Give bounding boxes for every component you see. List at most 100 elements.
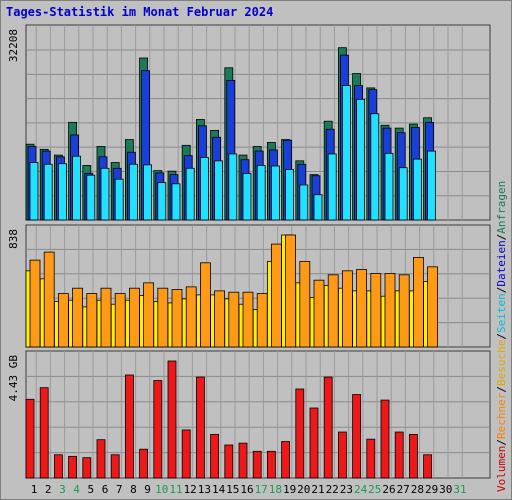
x-tick-12: 12 — [184, 483, 197, 496]
legend-anfragen: Anfragen — [495, 181, 508, 234]
bar-seiten-day-11 — [171, 183, 181, 221]
bar-seiten-day-8 — [128, 163, 138, 221]
bar-rechner-day-24 — [356, 269, 368, 348]
bar-seiten-day-6 — [100, 167, 110, 221]
legend-rechner: Rechner — [495, 392, 508, 439]
ymax-label: 32208 — [7, 29, 20, 62]
bar-seiten-day-24 — [356, 98, 366, 221]
x-tick-30: 30 — [439, 483, 452, 496]
x-tick-19: 19 — [283, 483, 296, 496]
bar-volumen-day-5 — [82, 457, 92, 479]
bar-seiten-day-27 — [398, 167, 408, 221]
bar-seiten-day-17 — [256, 165, 266, 221]
bar-seiten-day-25 — [370, 113, 380, 221]
bar-volumen-day-14 — [210, 434, 220, 479]
bar-rechner-day-8 — [128, 287, 140, 348]
bar-seiten-day-23 — [341, 85, 351, 221]
bar-seiten-day-18 — [270, 165, 280, 221]
x-tick-31: 31 — [453, 483, 466, 496]
bar-seiten-day-22 — [327, 153, 337, 221]
bar-seiten-day-20 — [299, 184, 309, 221]
bar-seiten-day-16 — [242, 173, 252, 221]
bar-volumen-day-9 — [139, 448, 149, 479]
bar-volumen-day-29 — [423, 454, 433, 479]
x-tick-23: 23 — [340, 483, 353, 496]
bar-rechner-day-10 — [157, 287, 169, 348]
chart-title: Tages-Statistik im Monat Februar 2024 — [6, 5, 274, 19]
x-tick-11: 11 — [169, 483, 182, 496]
bar-rechner-day-7 — [114, 293, 126, 348]
bar-rechner-day-13 — [199, 262, 211, 348]
bar-rechner-day-23 — [341, 270, 353, 348]
bar-rechner-day-5 — [86, 293, 98, 348]
bar-volumen-day-21 — [309, 407, 319, 479]
bar-volumen-day-6 — [96, 439, 106, 479]
bar-seiten-day-14 — [214, 160, 224, 221]
x-tick-6: 6 — [102, 483, 109, 496]
bar-volumen-day-23 — [337, 431, 347, 479]
bar-volumen-day-18 — [266, 450, 276, 479]
bar-rechner-day-11 — [171, 289, 183, 348]
bar-volumen-day-13 — [195, 376, 205, 479]
x-tick-17: 17 — [255, 483, 268, 496]
bar-seiten-day-10 — [157, 182, 167, 221]
x-tick-5: 5 — [87, 483, 94, 496]
bar-volumen-day-7 — [110, 454, 120, 479]
bar-seiten-day-2 — [43, 163, 53, 221]
x-tick-13: 13 — [198, 483, 211, 496]
bar-rechner-day-27 — [398, 274, 410, 348]
x-tick-24: 24 — [354, 483, 368, 496]
bar-volumen-day-10 — [153, 380, 163, 479]
bar-seiten-day-12 — [185, 167, 195, 221]
bar-volumen-day-8 — [125, 374, 134, 479]
bar-volumen-day-11 — [167, 360, 177, 479]
x-tick-27: 27 — [397, 483, 410, 496]
legend-volumen: Volumen — [495, 446, 508, 492]
bar-volumen-day-28 — [408, 434, 418, 479]
bar-seiten-day-26 — [384, 152, 394, 221]
bar-seiten-day-28 — [412, 158, 422, 221]
bar-seiten-day-7 — [114, 178, 124, 221]
bar-rechner-day-14 — [214, 290, 226, 348]
legend-besuche: Besuche — [495, 340, 508, 386]
x-tick-1: 1 — [31, 483, 38, 496]
bar-volumen-day-20 — [295, 388, 305, 479]
bar-volumen-day-15 — [224, 444, 234, 479]
bar-rechner-day-1 — [29, 259, 41, 348]
bar-seiten-day-5 — [86, 174, 96, 221]
bar-volumen-day-17 — [252, 450, 262, 479]
x-tick-3: 3 — [59, 483, 66, 496]
bar-volumen-day-22 — [323, 376, 333, 479]
bar-rechner-day-20 — [299, 261, 311, 348]
bar-volumen-day-26 — [380, 399, 390, 479]
bar-seiten-day-15 — [228, 153, 238, 221]
bar-rechner-day-12 — [185, 286, 197, 348]
bar-rechner-day-19 — [285, 234, 297, 348]
bar-volumen-day-16 — [238, 442, 248, 479]
bar-volumen-day-1 — [25, 398, 35, 479]
bar-volumen-day-25 — [366, 438, 376, 479]
bar-rechner-day-26 — [384, 273, 396, 348]
ymax-label: 4.43 GB — [7, 355, 20, 402]
x-tick-28: 28 — [411, 483, 424, 496]
x-tick-25: 25 — [368, 483, 381, 496]
bar-rechner-day-6 — [100, 287, 112, 348]
legend-separator: / — [495, 439, 508, 446]
bar-volumen-day-3 — [54, 454, 63, 479]
x-tick-7: 7 — [116, 483, 123, 496]
x-tick-20: 20 — [297, 483, 310, 496]
bar-rechner-day-21 — [313, 279, 325, 348]
bar-seiten-day-29 — [427, 150, 437, 221]
bar-rechner-day-3 — [58, 293, 69, 348]
bar-rechner-day-25 — [370, 273, 382, 348]
legend-separator: / — [495, 386, 508, 393]
bar-volumen-day-2 — [39, 387, 49, 479]
x-tick-29: 29 — [425, 483, 438, 496]
legend-seiten: Seiten — [495, 293, 508, 333]
bar-rechner-day-16 — [242, 291, 254, 348]
bar-seiten-day-19 — [285, 169, 295, 221]
side-legend: Volumen/Rechner/Besuche/Seiten/Dateien/A… — [495, 181, 508, 492]
bar-volumen-day-12 — [181, 429, 191, 479]
x-tick-2: 2 — [45, 483, 52, 496]
